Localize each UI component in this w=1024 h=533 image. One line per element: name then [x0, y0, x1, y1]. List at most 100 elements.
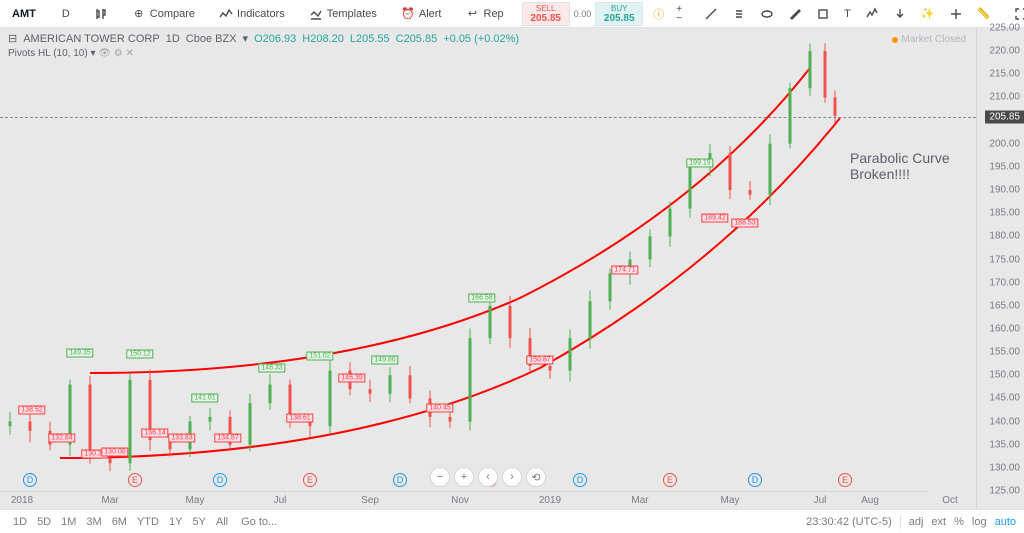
scroll-left-button[interactable]: ‹: [478, 467, 498, 487]
range-5d[interactable]: 5D: [32, 514, 56, 530]
magic-icon[interactable]: ✨: [915, 5, 941, 22]
opt-log[interactable]: log: [972, 516, 987, 528]
earnings-marker[interactable]: E: [663, 473, 677, 487]
earnings-marker[interactable]: E: [303, 473, 317, 487]
interval-select[interactable]: D: [56, 6, 76, 22]
zoom-in-button[interactable]: +: [454, 467, 474, 487]
alert-button[interactable]: ⏰Alert: [395, 5, 448, 23]
brush-icon[interactable]: [782, 5, 808, 23]
sell-button[interactable]: SELL205.85: [522, 2, 570, 26]
buy-button[interactable]: BUY205.85: [595, 2, 643, 26]
zoom-controls: − + ‹ › ⟲: [430, 467, 546, 487]
symbol-name[interactable]: AMERICAN TOWER CORP: [23, 33, 160, 45]
range-6m[interactable]: 6M: [107, 514, 132, 530]
pivot-label: 166.58: [468, 294, 495, 303]
opt-ext[interactable]: ext: [931, 516, 946, 528]
indicator-legend[interactable]: Pivots HL (10, 10) ▾ 👁 ⚙ ✕: [8, 48, 134, 59]
templates-button[interactable]: Templates: [303, 5, 383, 23]
pivot-label: 150.12: [126, 350, 153, 359]
pivot-label: 149.80: [371, 356, 398, 365]
pivot-label: 130.00: [101, 448, 128, 457]
x-tick: Jul: [274, 495, 287, 506]
ohlc-low: L205.55: [350, 33, 390, 45]
opt-pct[interactable]: %: [954, 516, 964, 528]
goto-button[interactable]: Go to...: [241, 516, 277, 528]
y-tick: 140.00: [989, 416, 1020, 427]
rect-icon[interactable]: [810, 5, 836, 23]
trendline-icon[interactable]: [698, 5, 724, 23]
status-dot-icon: [892, 37, 898, 43]
x-tick: May: [186, 495, 205, 506]
collapse-icon[interactable]: ⊟: [8, 32, 17, 45]
dividend-marker[interactable]: D: [23, 473, 37, 487]
dividend-marker[interactable]: D: [213, 473, 227, 487]
pivot-label: 149.35: [66, 349, 93, 358]
candles-icon[interactable]: [88, 5, 114, 23]
pivot-label: 174.71: [611, 266, 638, 275]
pivot-label: 150.87: [526, 356, 553, 365]
x-tick: May: [721, 495, 740, 506]
y-tick: 185.00: [989, 208, 1020, 219]
y-tick: 215.00: [989, 69, 1020, 80]
hline-icon[interactable]: [726, 5, 752, 23]
scroll-right-button[interactable]: ›: [502, 467, 522, 487]
dividend-marker[interactable]: D: [748, 473, 762, 487]
info-icon[interactable]: ⓘ: [647, 4, 670, 24]
pattern-icon[interactable]: [859, 5, 885, 23]
range-5y[interactable]: 5Y: [187, 514, 210, 530]
earnings-marker[interactable]: E: [838, 473, 852, 487]
pivot-label: 188.53: [731, 219, 758, 228]
auto-scale-button[interactable]: auto: [995, 516, 1016, 528]
x-tick: Mar: [631, 495, 648, 506]
chart-canvas[interactable]: Parabolic Curve Broken!!!! 2018MarMayJul…: [0, 28, 976, 509]
ohlc-open: O206.93: [254, 33, 296, 45]
replay-button[interactable]: ↩Rep: [460, 5, 510, 23]
x-tick: Nov: [451, 495, 469, 506]
range-ytd[interactable]: YTD: [132, 514, 164, 530]
fullscreen-icon[interactable]: [1008, 5, 1024, 23]
ticker-symbol[interactable]: AMT: [4, 6, 44, 22]
market-status: Market Closed: [892, 34, 966, 45]
arrow-down-icon[interactable]: [887, 5, 913, 23]
long-short-icon[interactable]: [943, 5, 969, 23]
last-price-tag: 205.85: [985, 110, 1024, 123]
reset-zoom-button[interactable]: ⟲: [526, 467, 546, 487]
range-1d[interactable]: 1D: [8, 514, 32, 530]
range-3m[interactable]: 3M: [81, 514, 106, 530]
zoom-out-button[interactable]: −: [430, 467, 450, 487]
last-price-line: [0, 117, 976, 118]
y-tick: 210.00: [989, 92, 1020, 103]
y-tick: 135.00: [989, 439, 1020, 450]
pivot-label: 138.52: [18, 406, 45, 415]
range-1y[interactable]: 1Y: [164, 514, 187, 530]
opt-adj[interactable]: adj: [909, 516, 924, 528]
earnings-marker[interactable]: E: [128, 473, 142, 487]
pivot-label: 140.45: [426, 404, 453, 413]
dividend-marker[interactable]: D: [573, 473, 587, 487]
y-tick: 200.00: [989, 138, 1020, 149]
y-tick: 165.00: [989, 300, 1020, 311]
range-all[interactable]: All: [211, 514, 233, 530]
y-tick: 220.00: [989, 46, 1020, 57]
pivot-label: 148.33: [258, 364, 285, 373]
indicators-button[interactable]: Indicators: [213, 5, 291, 23]
range-selector: 1D5D1M3M6MYTD1Y5YAll: [8, 514, 233, 530]
symbol-tf: 1D: [166, 33, 180, 45]
y-tick: 195.00: [989, 161, 1020, 172]
range-1m[interactable]: 1M: [56, 514, 81, 530]
text-icon[interactable]: T: [838, 6, 857, 22]
chart-annotation[interactable]: Parabolic Curve Broken!!!!: [850, 150, 976, 182]
zoom-out-icon[interactable]: −: [676, 14, 682, 23]
y-tick: 225.00: [989, 23, 1020, 34]
ruler-icon[interactable]: 📏: [971, 5, 997, 22]
pivot-label: 136.14: [141, 429, 168, 438]
x-tick: Jul: [814, 495, 827, 506]
pivot-label: 189.42: [701, 214, 728, 223]
y-tick: 145.00: [989, 393, 1020, 404]
dividend-marker[interactable]: D: [393, 473, 407, 487]
x-axis[interactable]: 2018MarMayJulSepNov2019MarMayJulAugOct: [0, 491, 928, 509]
compare-button[interactable]: ⊕Compare: [126, 5, 201, 23]
y-tick: 155.00: [989, 347, 1020, 358]
y-axis[interactable]: 125.00130.00135.00140.00145.00150.00155.…: [976, 28, 1024, 509]
ellipse-icon[interactable]: [754, 5, 780, 23]
